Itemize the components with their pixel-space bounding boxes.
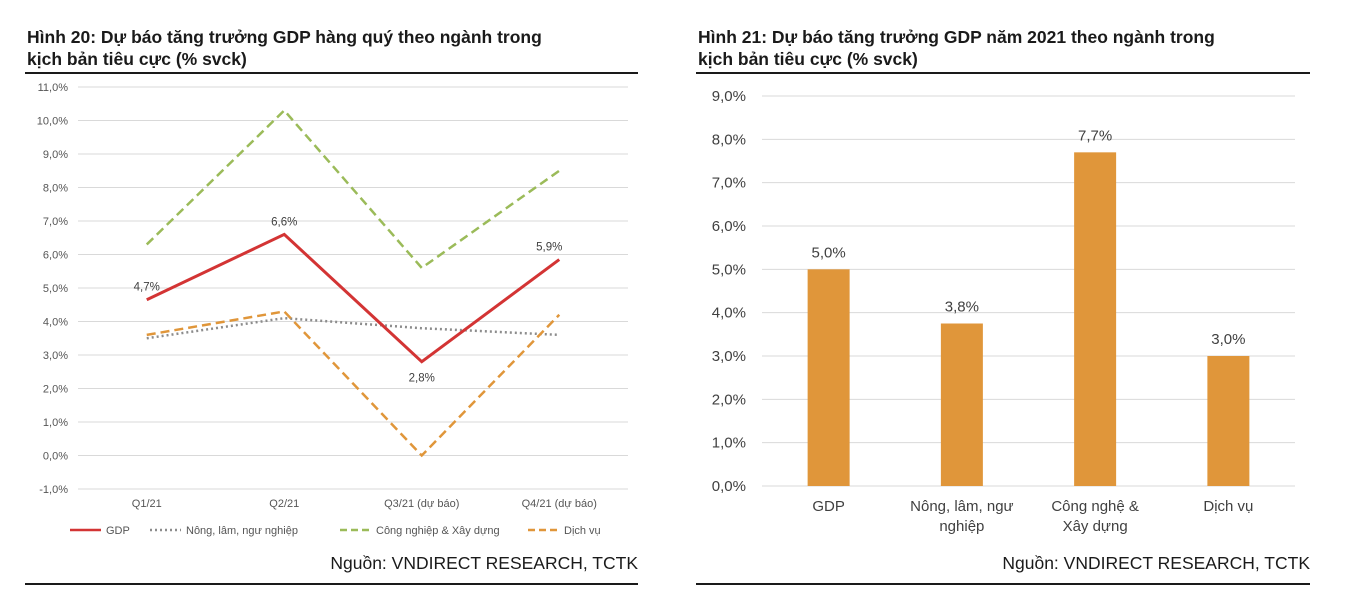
y-tick-label: 9,0% (712, 88, 746, 105)
y-tick-label: 5,0% (43, 283, 68, 295)
legend-label: Dịch vụ (564, 525, 601, 537)
figure-21-top-rule (696, 72, 1310, 74)
x-tick-label: Q1/21 (132, 498, 162, 510)
figure-21-title-line1: Hình 21: Dự báo tăng trưởng GDP năm 2021… (698, 27, 1215, 47)
figure-21-panel: Hình 21: Dự báo tăng trưởng GDP năm 2021… (686, 0, 1372, 590)
y-tick-label: 8,0% (712, 131, 746, 148)
bar (1074, 152, 1117, 487)
y-tick-label: 3,0% (712, 348, 746, 365)
bar (807, 269, 850, 486)
quarterly-line-chart: -1,0% 0,0% 1,0% 2,0% 3,0% 4,0% 5,0% 6,0% 7,0% 8,0… (37, 82, 628, 537)
y-tick-label: 10,0% (37, 116, 68, 128)
figure-20-top-rule (25, 72, 638, 74)
x-tick-label: GDP (812, 498, 845, 515)
legend-label: Nông, lâm, ngư nghiệp (186, 525, 298, 537)
data-label: 4,7% (134, 282, 160, 294)
x-tick-label: Xây dựng (1063, 518, 1128, 535)
figure-21-source: Nguồn: VNDIRECT RESEARCH, TCTK (1002, 553, 1310, 573)
y-tick-label: 1,0% (712, 435, 746, 452)
data-label: 2,8% (409, 373, 435, 385)
y-tick-label: 1,0% (43, 417, 68, 429)
y-tick-label: 0,0% (43, 451, 68, 463)
x-tick-label: Công nghệ & (1051, 498, 1139, 515)
y-tick-label: 9,0% (43, 149, 68, 161)
x-tick-label: Q4/21 (dự báo) (522, 498, 597, 510)
figure-20-title-line1: Hình 20: Dự báo tăng trưởng GDP hàng quý… (27, 27, 542, 47)
data-label: 5,0% (812, 244, 846, 261)
figure-21-title: Hình 21: Dự báo tăng trưởng GDP năm 2021… (698, 26, 1215, 70)
y-tick-label: 8,0% (43, 183, 68, 195)
y-tick-label: 4,0% (43, 317, 68, 329)
y-tick-label: 7,0% (43, 216, 68, 228)
figure-20-title: Hình 20: Dự báo tăng trưởng GDP hàng quý… (27, 26, 542, 70)
figure-20-source: Nguồn: VNDIRECT RESEARCH, TCTK (330, 553, 638, 573)
data-label: 3,8% (945, 299, 979, 316)
data-label: 5,9% (536, 242, 562, 254)
series-line-services (146, 310, 561, 458)
annual-bar-chart: 0,0% 1,0% 2,0% 3,0% 4,0% 5,0% 6,0% 7,0% 8,0% 9,0%… (712, 88, 1295, 535)
x-tick-label: Q3/21 (dự báo) (384, 498, 459, 510)
y-tick-label: 4,0% (712, 305, 746, 322)
x-tick-label: nghiệp (939, 518, 984, 535)
bar (940, 323, 983, 486)
y-tick-label: -1,0% (39, 484, 68, 496)
legend-label: GDP (106, 525, 130, 537)
y-tick-label: 2,0% (43, 384, 68, 396)
figure-20-panel: Hình 20: Dự báo tăng trưởng GDP hàng quý… (0, 0, 660, 590)
figure-21-title-line2: kịch bản tiêu cực (% svck) (698, 49, 918, 69)
y-tick-label: 3,0% (43, 350, 68, 362)
series-line-gdp (146, 232, 561, 364)
series-line-industry (145, 108, 560, 270)
x-tick-label: Q2/21 (269, 498, 299, 510)
y-tick-label: 5,0% (712, 261, 746, 278)
y-tick-label: 6,0% (43, 250, 68, 262)
x-tick-label: Nông, lâm, ngư (910, 498, 1013, 515)
figure-20-bottom-rule (25, 583, 638, 585)
bar (1207, 356, 1250, 486)
data-label: 7,7% (1078, 127, 1112, 144)
figure-20-title-line2: kịch bản tiêu cực (% svck) (27, 49, 247, 69)
y-tick-label: 6,0% (712, 218, 746, 235)
series-line-agri (146, 316, 560, 340)
x-tick-label: Dịch vụ (1203, 498, 1253, 515)
figure-21-bottom-rule (696, 583, 1310, 585)
y-tick-label: 11,0% (38, 82, 69, 94)
y-tick-label: 2,0% (712, 391, 746, 408)
y-tick-label: 7,0% (712, 175, 746, 192)
data-label: 6,6% (271, 216, 297, 228)
y-tick-label: 0,0% (712, 478, 746, 495)
legend-label: Công nghiệp & Xây dựng (376, 525, 500, 537)
data-label: 3,0% (1211, 331, 1245, 348)
